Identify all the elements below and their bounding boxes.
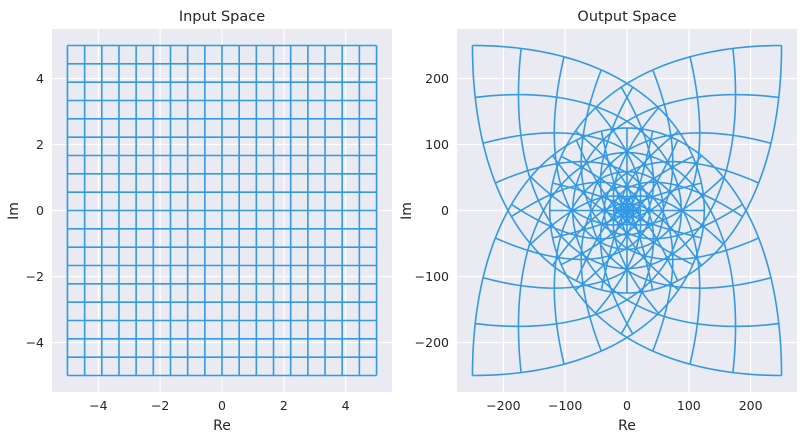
- output-space-x-ticks: −200 −100 0 100 200: [486, 398, 762, 413]
- y-tick-label: 200: [425, 71, 449, 86]
- input-space-y-ticks: −4 −2 0 2 4: [26, 71, 44, 350]
- input-space-x-label: Re: [213, 418, 231, 434]
- x-tick-label: −2: [151, 398, 169, 413]
- output-space-y-label: Im: [399, 202, 415, 220]
- input-space-x-ticks: −4 −2 0 2 4: [89, 398, 350, 413]
- x-tick-label: 0: [218, 398, 226, 413]
- x-tick-label: 2: [280, 398, 288, 413]
- y-tick-label: 4: [36, 71, 44, 86]
- horizontal-mesh-line: [553, 56, 701, 251]
- y-tick-label: 0: [36, 203, 44, 218]
- y-tick-label: 0: [441, 203, 449, 218]
- y-tick-label: 2: [36, 137, 44, 152]
- y-tick-label: 100: [425, 137, 449, 152]
- x-tick-label: 0: [623, 398, 631, 413]
- input-space-title: Input Space: [179, 9, 265, 25]
- output-space-x-label: Re: [618, 418, 636, 434]
- vertical-mesh-line: [482, 132, 665, 289]
- y-tick-label: −200: [415, 335, 449, 350]
- x-tick-label: 200: [739, 398, 763, 413]
- horizontal-mesh-line: [471, 45, 783, 294]
- x-tick-label: −100: [548, 398, 582, 413]
- vertical-mesh-line: [472, 44, 706, 377]
- output-space-title: Output Space: [577, 9, 676, 25]
- input-space-panel: Input Space −4 −2 0 2 4 −4 −2 0 2 4 Re Im: [6, 9, 392, 434]
- output-space-series: [471, 44, 783, 377]
- input-space-y-label: Im: [6, 202, 22, 220]
- x-tick-label: 100: [677, 398, 701, 413]
- output-space-y-ticks: −200 −100 0 100 200: [415, 71, 449, 350]
- x-tick-label: 4: [342, 398, 350, 413]
- y-tick-label: −4: [26, 335, 44, 350]
- output-space-panel: Output Space −200 −100 0 100 200 −200 −100 0 10…: [399, 9, 797, 434]
- y-tick-label: −100: [415, 269, 449, 284]
- input-space-series: [66, 44, 378, 377]
- x-tick-label: −4: [89, 398, 107, 413]
- vertical-mesh-line: [475, 93, 683, 328]
- horizontal-mesh-line: [580, 69, 674, 236]
- y-tick-label: −2: [26, 269, 44, 284]
- x-tick-label: −200: [486, 398, 520, 413]
- horizontal-mesh-line: [517, 48, 737, 270]
